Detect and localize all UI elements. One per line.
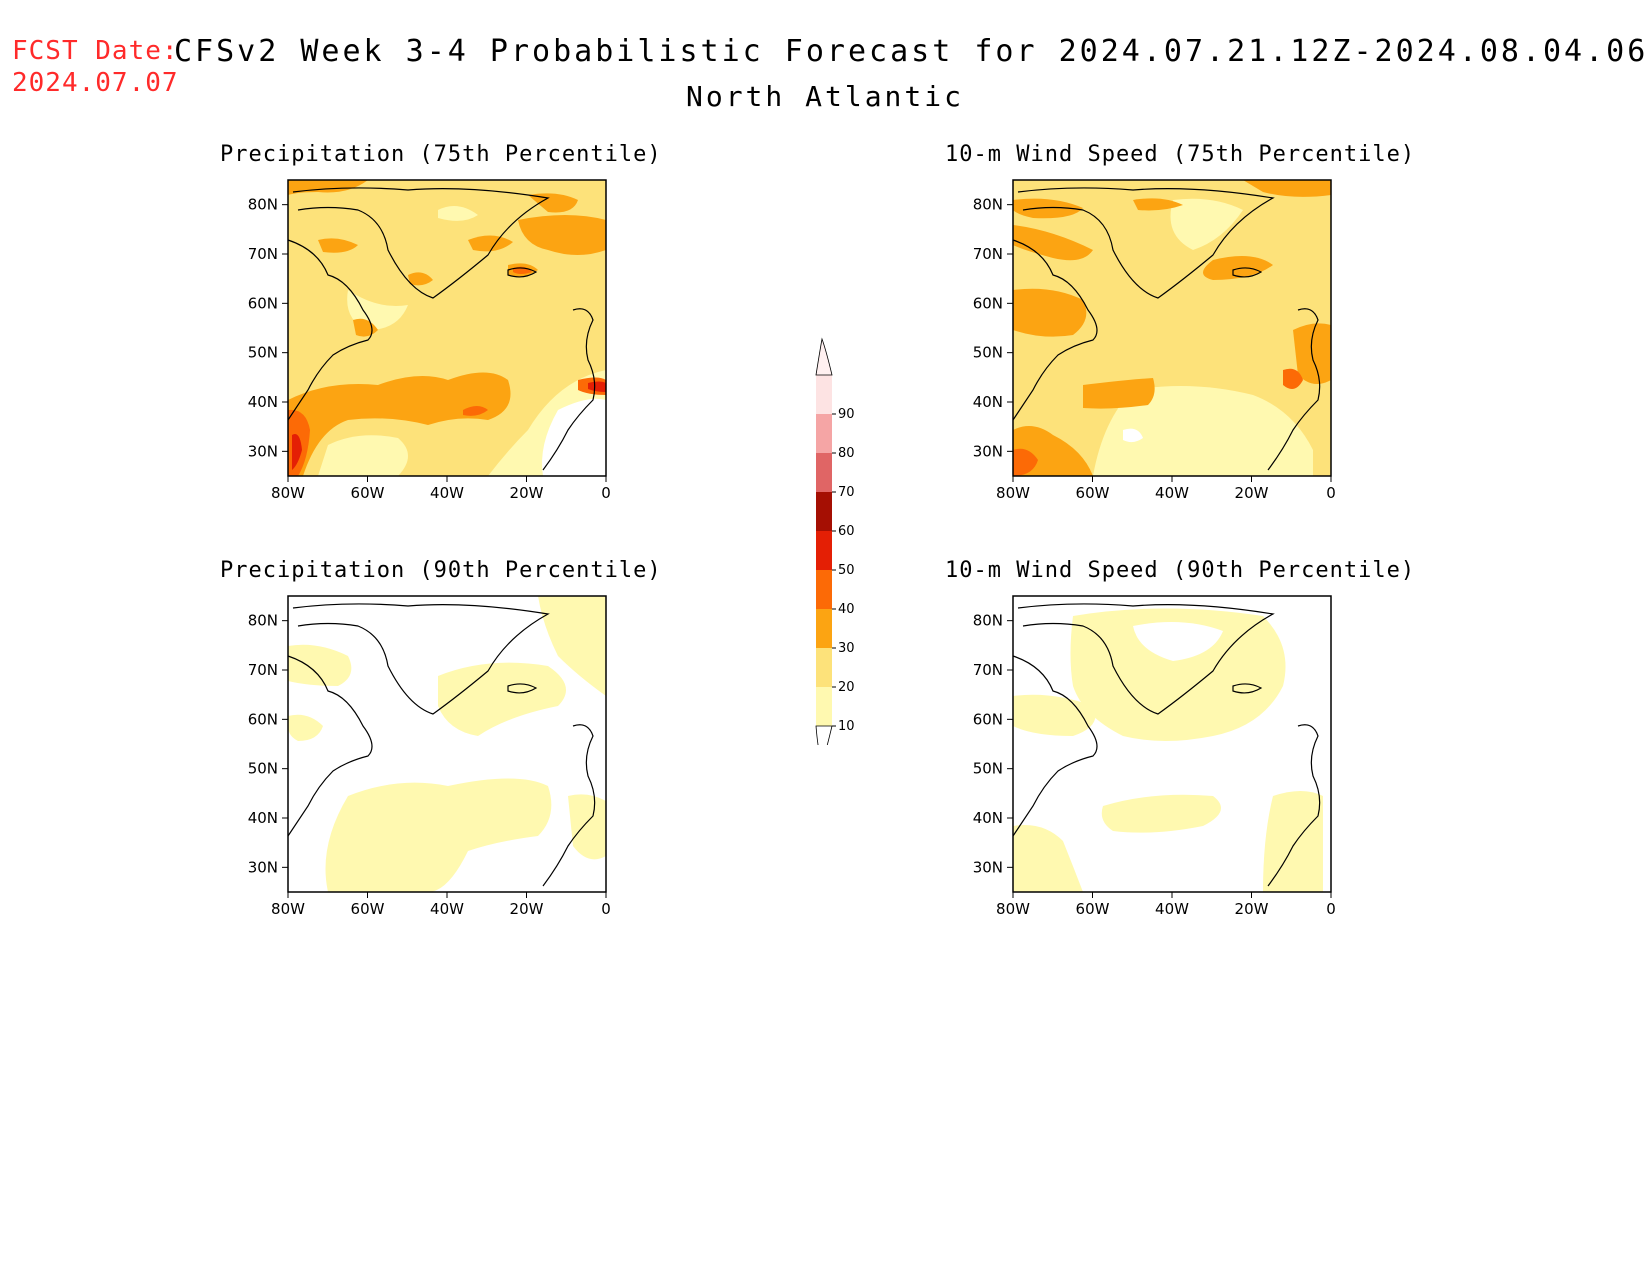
lon-tick-label: 20W — [510, 900, 544, 918]
lat-tick-label: 60N — [973, 294, 1003, 312]
lat-axis: 80N 70N 60N 50N 40N 30N — [248, 612, 288, 876]
lat-tick-label: 40N — [248, 809, 278, 827]
lat-axis: 80N 70N 60N 50N 40N 30N — [973, 612, 1013, 876]
lat-tick-label: 30N — [973, 442, 1003, 460]
lon-tick-label: 20W — [1235, 484, 1269, 502]
lon-axis: 80W 60W 40W 20W 0 — [271, 892, 611, 918]
lon-tick-label: 80W — [271, 484, 305, 502]
lon-tick-label: 0 — [601, 900, 611, 918]
main-title: CFSv2 Week 3-4 Probabilistic Forecast fo… — [174, 34, 1650, 69]
lat-tick-label: 80N — [973, 196, 1003, 214]
map-wind-90: 80N 70N 60N 50N 40N 30N 80W 60W 40W 20W 0 — [973, 595, 1336, 918]
lat-tick-label: 80N — [973, 612, 1003, 630]
lon-tick-label: 40W — [1155, 900, 1189, 918]
map-wind-75: 80N 70N 60N 50N 40N 30N 80W 60W 40W 20W 0 — [973, 179, 1336, 502]
lon-tick-label: 40W — [430, 900, 464, 918]
lat-tick-label: 30N — [248, 442, 278, 460]
lat-tick-label: 50N — [248, 760, 278, 778]
lon-tick-label: 0 — [1326, 900, 1336, 918]
colorbar-label: 40 — [838, 602, 855, 617]
lat-tick-label: 70N — [248, 661, 278, 679]
panel-title: Precipitation (90th Percentile) — [220, 558, 662, 583]
colorbar-segment — [816, 414, 832, 453]
lon-tick-label: 60W — [351, 484, 385, 502]
lon-axis: 80W 60W 40W 20W 0 — [996, 476, 1336, 502]
lon-tick-label: 60W — [1076, 484, 1110, 502]
colorbar: 10 20 30 40 50 60 70 80 90 — [815, 337, 855, 745]
lat-tick-label: 30N — [248, 858, 278, 876]
lon-tick-label: 20W — [510, 484, 544, 502]
colorbar-segment — [816, 609, 832, 648]
lat-tick-label: 80N — [248, 612, 278, 630]
lat-tick-label: 30N — [973, 858, 1003, 876]
lat-tick-label: 60N — [973, 710, 1003, 728]
lon-tick-label: 80W — [996, 484, 1030, 502]
colorbar-segment — [816, 687, 832, 726]
lat-tick-label: 40N — [973, 393, 1003, 411]
lat-tick-label: 40N — [973, 809, 1003, 827]
colorbar-label: 10 — [838, 719, 855, 734]
colorbar-segment — [816, 375, 832, 414]
colorbar-segment — [816, 531, 832, 570]
lat-tick-label: 50N — [973, 344, 1003, 362]
lon-axis: 80W 60W 40W 20W 0 — [996, 892, 1336, 918]
fcst-date-label: FCST Date: — [12, 36, 179, 66]
lon-tick-label: 60W — [351, 900, 385, 918]
colorbar-label: 50 — [838, 563, 855, 578]
colorbar-label: 30 — [838, 641, 855, 656]
lat-axis: 80N 70N 60N 50N 40N 30N — [248, 196, 288, 460]
lon-tick-label: 0 — [601, 484, 611, 502]
colorbar-label: 70 — [838, 485, 855, 500]
lat-tick-label: 70N — [248, 245, 278, 263]
lat-axis: 80N 70N 60N 50N 40N 30N — [973, 196, 1013, 460]
colorbar-segment — [816, 648, 832, 687]
panel-title: 10-m Wind Speed (75th Percentile) — [945, 142, 1416, 167]
colorbar-bottom-cap — [815, 725, 833, 745]
lon-tick-label: 40W — [1155, 484, 1189, 502]
lat-tick-label: 50N — [973, 760, 1003, 778]
colorbar-segment — [816, 453, 832, 492]
panel-precip-90: Precipitation (90th Percentile) 80N 70N 60… — [220, 558, 662, 918]
map-precip-75: 80N 70N 60N 50N 40N 30N 80W 60W 40W 20W 0 — [248, 179, 611, 502]
lat-tick-label: 70N — [973, 661, 1003, 679]
lat-tick-label: 80N — [248, 196, 278, 214]
lat-tick-label: 60N — [248, 710, 278, 728]
panel-wind-75: 10-m Wind Speed (75th Percentile) 80N 70N… — [945, 142, 1416, 502]
map-precip-90: 80N 70N 60N 50N 40N 30N 80W 60W 40W 20W 0 — [248, 595, 611, 918]
lon-tick-label: 0 — [1326, 484, 1336, 502]
panel-title: Precipitation (75th Percentile) — [220, 142, 662, 167]
panel-precip-75: Precipitation (75th Percentile) — [220, 142, 662, 502]
colorbar-label: 80 — [838, 446, 855, 461]
colorbar-segment — [816, 570, 832, 609]
fcst-date-value: 2024.07.07 — [12, 68, 179, 98]
colorbar-segment — [816, 492, 832, 531]
region-title: North Atlantic — [685, 80, 964, 113]
lon-tick-label: 80W — [996, 900, 1030, 918]
colorbar-top-cap — [815, 337, 833, 376]
colorbar-label: 90 — [838, 407, 855, 422]
lat-tick-label: 50N — [248, 344, 278, 362]
lon-tick-label: 60W — [1076, 900, 1110, 918]
panel-wind-90: 10-m Wind Speed (90th Percentile) 80N 70N… — [945, 558, 1416, 918]
lon-tick-label: 40W — [430, 484, 464, 502]
lon-axis: 80W 60W 40W 20W 0 — [271, 476, 611, 502]
lat-tick-label: 40N — [248, 393, 278, 411]
lon-tick-label: 80W — [271, 900, 305, 918]
panel-title: 10-m Wind Speed (90th Percentile) — [945, 558, 1416, 583]
colorbar-label: 60 — [838, 524, 855, 539]
lat-tick-label: 60N — [248, 294, 278, 312]
lat-tick-label: 70N — [973, 245, 1003, 263]
lon-tick-label: 20W — [1235, 900, 1269, 918]
colorbar-label: 20 — [838, 680, 855, 695]
